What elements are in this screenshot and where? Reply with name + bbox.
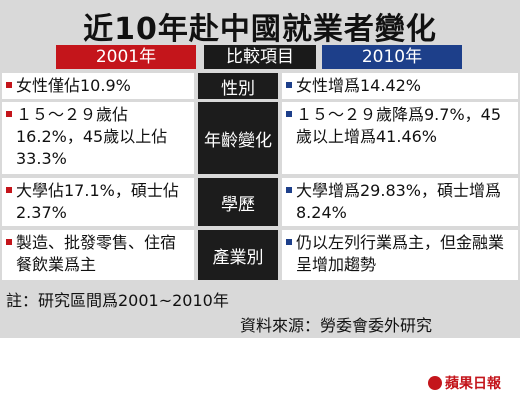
blue-bullet-icon [286,187,292,193]
cell-2010-education: 大學增爲29.83%，碩士增爲8.24% [282,178,518,226]
text-2001-education: 大學佔17.1%，碩士佔2.37% [16,181,179,222]
logo-text: 蘋果日報 [445,376,501,392]
blue-bullet-icon [286,239,292,245]
source-credit: 資料來源：勞委會委外研究 [240,316,433,335]
red-bullet-icon [6,82,12,88]
apple-icon [428,376,442,390]
category-age: 年齡變化 [198,102,278,174]
apple-daily-logo: 蘋果日報 [428,373,501,393]
text-2010-age: １５～２９歲降爲9.7%，45歲以上增爲41.46% [296,105,502,146]
text-2010-education: 大學增爲29.83%，碩士增爲8.24% [296,181,502,222]
infographic-panel: 近10年赴中國就業者變化 2001年 比較項目 2010年 女性僅佔10.9% … [0,0,520,338]
cell-2001-industry: 製造、批發零售、住宿餐飲業爲主 [2,230,194,280]
category-gender: 性別 [198,73,278,99]
cell-2001-age: １５～２９歲佔16.2%，45歲以上佔33.3% [2,102,194,174]
cell-2010-age: １５～２９歲降爲9.7%，45歲以上增爲41.46% [282,102,518,174]
category-industry: 產業別 [198,230,278,280]
header-2001: 2001年 [56,45,196,69]
footnote: 註：研究區間爲2001~2010年 [6,291,229,310]
infographic-title: 近10年赴中國就業者變化 [83,12,437,47]
text-2001-industry: 製造、批發零售、住宿餐飲業爲主 [16,233,177,274]
red-bullet-icon [6,187,12,193]
header-comparison-item: 比較項目 [204,45,316,69]
red-bullet-icon [6,111,12,117]
text-2001-age: １５～２９歲佔16.2%，45歲以上佔33.3% [16,105,168,168]
cell-2001-education: 大學佔17.1%，碩士佔2.37% [2,178,194,226]
red-bullet-icon [6,239,12,245]
blue-bullet-icon [286,82,292,88]
cell-2001-gender: 女性僅佔10.9% [2,73,194,99]
blue-bullet-icon [286,111,292,117]
cell-2010-industry: 仍以左列行業爲主，但金融業呈增加趨勢 [282,230,518,280]
cell-2010-gender: 女性增爲14.42% [282,73,518,99]
category-education: 學歷 [198,178,278,226]
header-2010: 2010年 [322,45,462,69]
text-2010-gender: 女性增爲14.42% [296,76,422,95]
text-2010-industry: 仍以左列行業爲主，但金融業呈增加趨勢 [296,233,505,274]
text-2001-gender: 女性僅佔10.9% [16,76,131,95]
